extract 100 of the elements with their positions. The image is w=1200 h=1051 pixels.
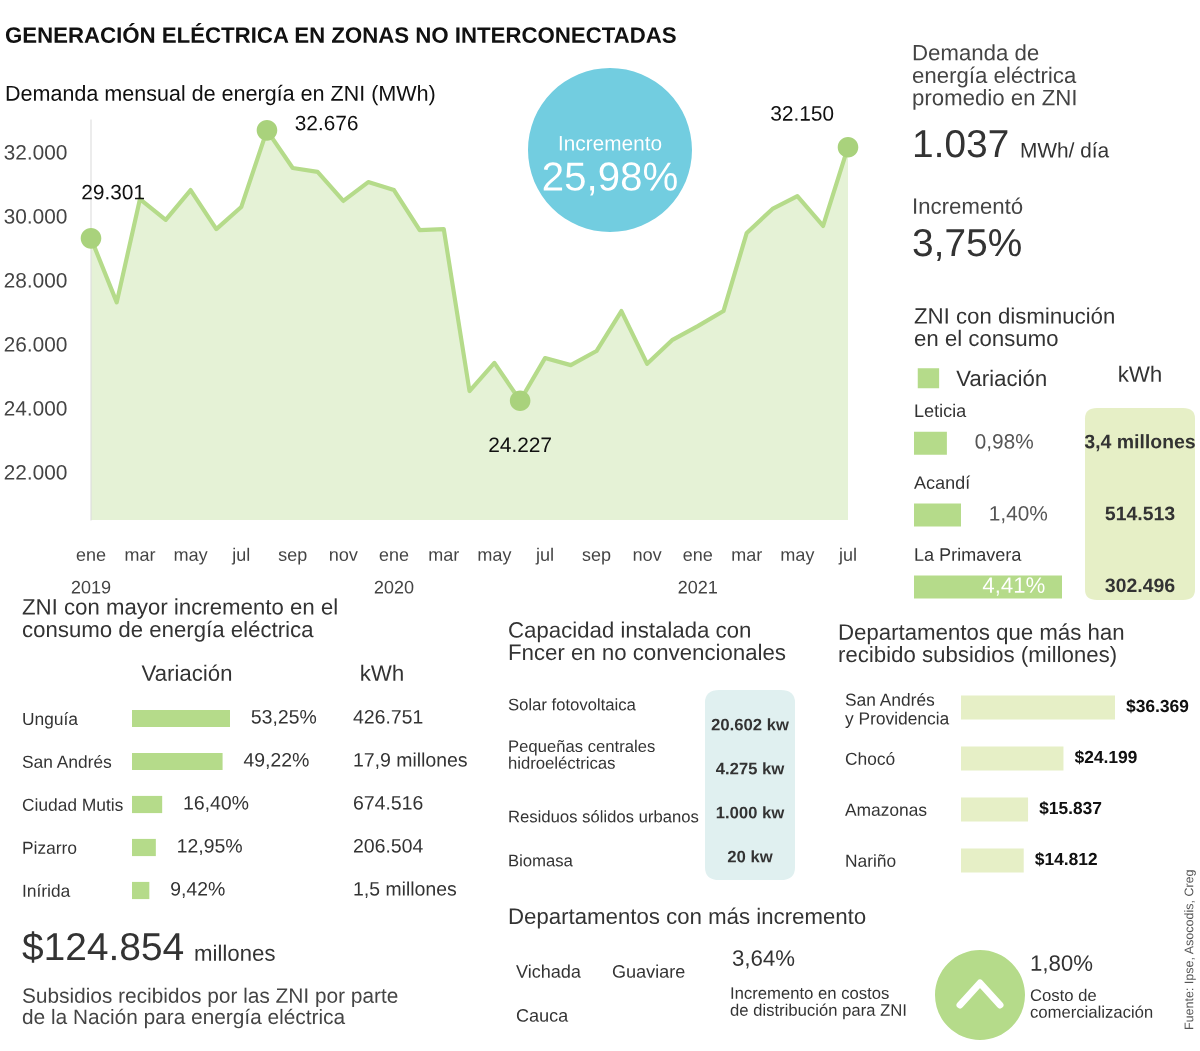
x-tick-label: jul xyxy=(535,547,553,565)
y-tick-label: La Primavera xyxy=(915,547,1022,561)
text: Incrementó xyxy=(914,197,1023,214)
y-tick-label: 24.000 xyxy=(4,401,67,416)
text: Incremento en costos de distribución para ZNI xyxy=(730,987,906,1020)
bar xyxy=(961,848,1024,873)
x-tick-label: nov xyxy=(633,551,662,562)
y-tick-label: 22.000 xyxy=(4,465,67,480)
data-label: 49,22% xyxy=(243,752,309,770)
x-tick-label: may xyxy=(174,551,208,565)
text: Subsidios recibidos por las ZNI por parte de la Nación para energía eléctrica xyxy=(22,987,398,1029)
x-tick-label: ene 2020 xyxy=(374,551,414,594)
data-label: 12,95% xyxy=(178,838,242,856)
y-tick-label: Amazonas xyxy=(845,803,927,816)
text: Pequeñas centrales hidroeléctricas xyxy=(509,739,655,769)
y-tick-label: Leticia xyxy=(915,403,967,418)
chart-title: ZNI con mayor incremento en el consumo de energía eléctrica xyxy=(22,598,337,642)
text: 206.504 xyxy=(353,838,423,853)
data-label: 53,25% xyxy=(251,709,317,727)
x-tick-label: may xyxy=(478,551,512,565)
y-tick-label: 26.000 xyxy=(4,337,67,352)
text: Biomasa xyxy=(509,854,573,867)
y-tick-label: Chocó xyxy=(845,752,895,765)
y-tick-label: 30.000 xyxy=(4,209,67,224)
chart-title: ZNI con disminución en el consumo xyxy=(914,307,1114,347)
text: 1,80% xyxy=(1031,955,1093,974)
x-tick-label: ene 2019 xyxy=(71,551,111,594)
bar xyxy=(132,795,163,814)
x-tick-label: ene 2021 xyxy=(678,551,717,594)
text: Cauca xyxy=(516,1009,569,1022)
chart-title: GENERACIÓN ELÉCTRICA EN ZONAS NO INTERCONECTADAS xyxy=(5,23,676,43)
text: 17,9 millones xyxy=(354,752,467,770)
annotation: 32.150 xyxy=(771,106,834,121)
y-tick-label: Nariño xyxy=(846,854,896,867)
x-tick-label: jul xyxy=(231,547,250,565)
text: kWh xyxy=(1119,365,1161,382)
annotation: 24.227 xyxy=(489,437,551,452)
point xyxy=(509,390,531,412)
x-tick-label: may xyxy=(781,551,815,565)
chart-title: Departamentos que más han recibido subsidios (millones) xyxy=(839,623,1124,667)
y-tick-label: Ciudad Mutis xyxy=(22,798,123,811)
data-label: 4,41% xyxy=(982,577,1045,596)
x-tick-label: nov xyxy=(329,551,358,562)
text: Solar fotovoltaica xyxy=(508,698,636,711)
x-tick-label: mar xyxy=(429,551,460,562)
text: 302.496 xyxy=(1105,578,1175,593)
y-tick-label: San Andrés y Providencia xyxy=(845,692,950,728)
bar xyxy=(961,695,1115,720)
data-label: 0,98% xyxy=(975,434,1033,452)
series-label: Variación xyxy=(141,664,232,681)
y-tick-label: 32.000 xyxy=(4,145,67,160)
text: 1,5 millones xyxy=(354,881,457,899)
bar xyxy=(961,797,1029,822)
x-tick-label: sep xyxy=(582,551,611,565)
bar xyxy=(961,746,1064,771)
text: 514.513 xyxy=(1105,506,1175,521)
bar xyxy=(132,752,223,771)
data-label: $14.812 xyxy=(1035,852,1097,867)
text: 3,75% xyxy=(913,228,1021,262)
text: 3,4 millones xyxy=(1084,434,1195,452)
y-tick-label: San Andrés xyxy=(22,755,112,768)
data-label: $36.369 xyxy=(1126,699,1189,714)
annotation: 32.676 xyxy=(295,115,358,131)
data-label: 9,42% xyxy=(171,881,225,899)
text: kWh xyxy=(361,664,403,681)
point xyxy=(256,120,278,141)
bar xyxy=(132,709,230,728)
text: Costo de comercialización xyxy=(1030,988,1153,1018)
text: Residuos sólidos urbanos xyxy=(509,810,699,823)
annotation: 25,98% xyxy=(543,162,677,196)
text: 674.516 xyxy=(353,795,423,810)
bar xyxy=(132,838,156,857)
data-label: 16,40% xyxy=(184,795,249,813)
data-label: $15.837 xyxy=(1039,801,1102,816)
data-label: 1,40% xyxy=(990,505,1048,524)
x-tick-label: jul xyxy=(838,547,856,565)
text: Guaviare xyxy=(612,964,685,978)
y-tick-label: Inírida xyxy=(23,884,71,897)
annotation: 29.301 xyxy=(82,184,144,200)
text: $124.854 xyxy=(22,931,184,963)
point xyxy=(837,136,859,158)
y-tick-label: Unguía xyxy=(23,712,78,729)
text: Demanda de energía eléctrica promedio en ZNI xyxy=(912,44,1077,110)
text: 1.037 xyxy=(914,129,1008,158)
text: 20.602 kw xyxy=(711,718,789,731)
y-tick-label: 28.000 xyxy=(4,273,67,288)
text: 426.751 xyxy=(353,709,423,724)
y-tick-label: Pizarro xyxy=(23,841,77,854)
data-label: $24.199 xyxy=(1074,750,1137,765)
text: 3,64% xyxy=(732,950,795,969)
text: Capacidad instalada con Fncer en no convencionales xyxy=(509,621,786,661)
text: 1.000 kw xyxy=(716,806,785,819)
x-tick-label: mar xyxy=(732,551,762,562)
x-tick-label: mar xyxy=(125,551,156,562)
text: millones xyxy=(195,944,275,961)
text: 4.275 kw xyxy=(715,762,785,775)
x-tick-label: sep xyxy=(278,551,307,565)
text: 20 kw xyxy=(727,850,773,863)
chart-subtitle: Demanda mensual de energía en ZNI (MWh) xyxy=(6,84,435,106)
text: Departamentos con más incremento xyxy=(509,907,866,929)
